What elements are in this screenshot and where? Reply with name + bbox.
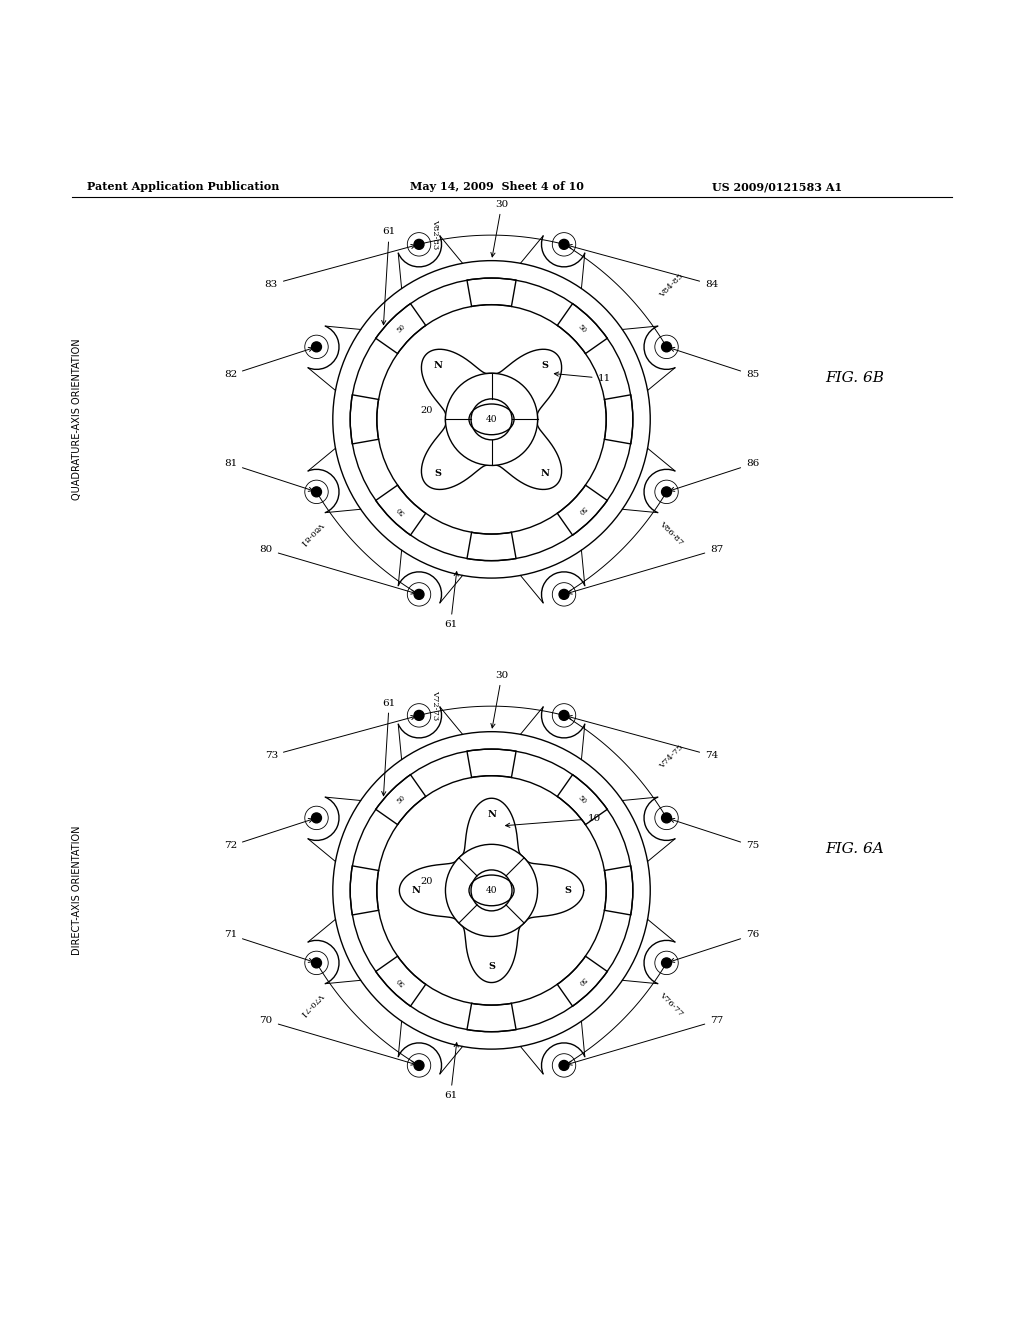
Text: V74-75: V74-75 <box>658 743 685 770</box>
Text: 72: 72 <box>224 818 312 850</box>
Text: 30: 30 <box>490 671 508 727</box>
Text: DIRECT-AXIS ORIENTATION: DIRECT-AXIS ORIENTATION <box>72 825 82 956</box>
Text: V72-73: V72-73 <box>431 690 439 721</box>
Text: 61: 61 <box>444 572 459 628</box>
Circle shape <box>414 1060 424 1071</box>
Circle shape <box>414 239 424 249</box>
Text: V80-81: V80-81 <box>298 519 325 546</box>
Circle shape <box>559 710 569 721</box>
Circle shape <box>311 487 322 496</box>
Text: 61: 61 <box>382 698 395 796</box>
Circle shape <box>662 958 672 968</box>
Circle shape <box>445 374 538 466</box>
Text: 80: 80 <box>260 545 416 594</box>
Circle shape <box>559 1060 569 1071</box>
Text: 84: 84 <box>567 244 718 289</box>
Text: 50: 50 <box>395 504 407 516</box>
Circle shape <box>445 845 538 936</box>
Text: S: S <box>542 362 549 370</box>
Text: 61: 61 <box>444 1043 459 1100</box>
Text: V76-77: V76-77 <box>658 990 685 1018</box>
Circle shape <box>662 813 672 822</box>
Text: 77: 77 <box>567 1016 723 1065</box>
Text: 11: 11 <box>554 372 610 383</box>
Text: 50: 50 <box>577 793 588 807</box>
Circle shape <box>662 342 672 352</box>
Text: 20: 20 <box>421 876 433 886</box>
Circle shape <box>471 870 512 911</box>
Text: 74: 74 <box>567 715 718 760</box>
Circle shape <box>311 958 322 968</box>
Text: N: N <box>411 886 420 895</box>
Text: 50: 50 <box>395 323 407 335</box>
Circle shape <box>662 487 672 496</box>
Polygon shape <box>399 799 584 982</box>
Text: 50: 50 <box>395 793 407 807</box>
Text: US 2009/0121583 A1: US 2009/0121583 A1 <box>712 181 842 193</box>
Text: 86: 86 <box>671 459 759 491</box>
Text: 85: 85 <box>671 347 759 379</box>
Text: V70-71: V70-71 <box>298 990 325 1018</box>
Text: 40: 40 <box>485 414 498 424</box>
Text: S: S <box>434 469 441 478</box>
Circle shape <box>311 342 322 352</box>
Circle shape <box>311 813 322 822</box>
Text: N: N <box>487 810 496 818</box>
Text: V84-85: V84-85 <box>658 272 685 298</box>
Circle shape <box>471 399 512 440</box>
Text: QUADRATURE-AXIS ORIENTATION: QUADRATURE-AXIS ORIENTATION <box>72 338 82 500</box>
Text: May 14, 2009  Sheet 4 of 10: May 14, 2009 Sheet 4 of 10 <box>410 181 584 193</box>
Circle shape <box>559 590 569 599</box>
Text: 40: 40 <box>485 886 498 895</box>
Text: 50: 50 <box>577 504 588 516</box>
Text: N: N <box>433 362 442 370</box>
Text: 70: 70 <box>260 1016 416 1065</box>
Text: V82-83: V82-83 <box>431 219 439 249</box>
Text: N: N <box>541 469 550 478</box>
Text: 73: 73 <box>265 715 416 760</box>
Polygon shape <box>422 350 561 490</box>
Text: Patent Application Publication: Patent Application Publication <box>87 181 280 193</box>
Text: S: S <box>488 962 495 972</box>
Text: 76: 76 <box>671 931 759 962</box>
Text: 87: 87 <box>567 545 723 594</box>
Circle shape <box>414 710 424 721</box>
Text: 82: 82 <box>224 347 312 379</box>
Text: 10: 10 <box>506 814 600 828</box>
Text: 61: 61 <box>382 227 395 325</box>
Text: 75: 75 <box>671 818 759 850</box>
Text: V86-87: V86-87 <box>658 519 685 546</box>
Text: 20: 20 <box>421 405 433 414</box>
Circle shape <box>559 239 569 249</box>
Text: FIG. 6A: FIG. 6A <box>825 842 885 857</box>
Text: 50: 50 <box>577 323 588 335</box>
Text: S: S <box>564 886 571 895</box>
Text: 81: 81 <box>224 459 312 491</box>
Circle shape <box>414 590 424 599</box>
Text: 71: 71 <box>224 931 312 962</box>
Text: 50: 50 <box>395 975 407 987</box>
Text: 50: 50 <box>577 975 588 987</box>
Text: 83: 83 <box>265 244 416 289</box>
Text: FIG. 6B: FIG. 6B <box>825 371 885 385</box>
Text: 30: 30 <box>490 199 508 257</box>
